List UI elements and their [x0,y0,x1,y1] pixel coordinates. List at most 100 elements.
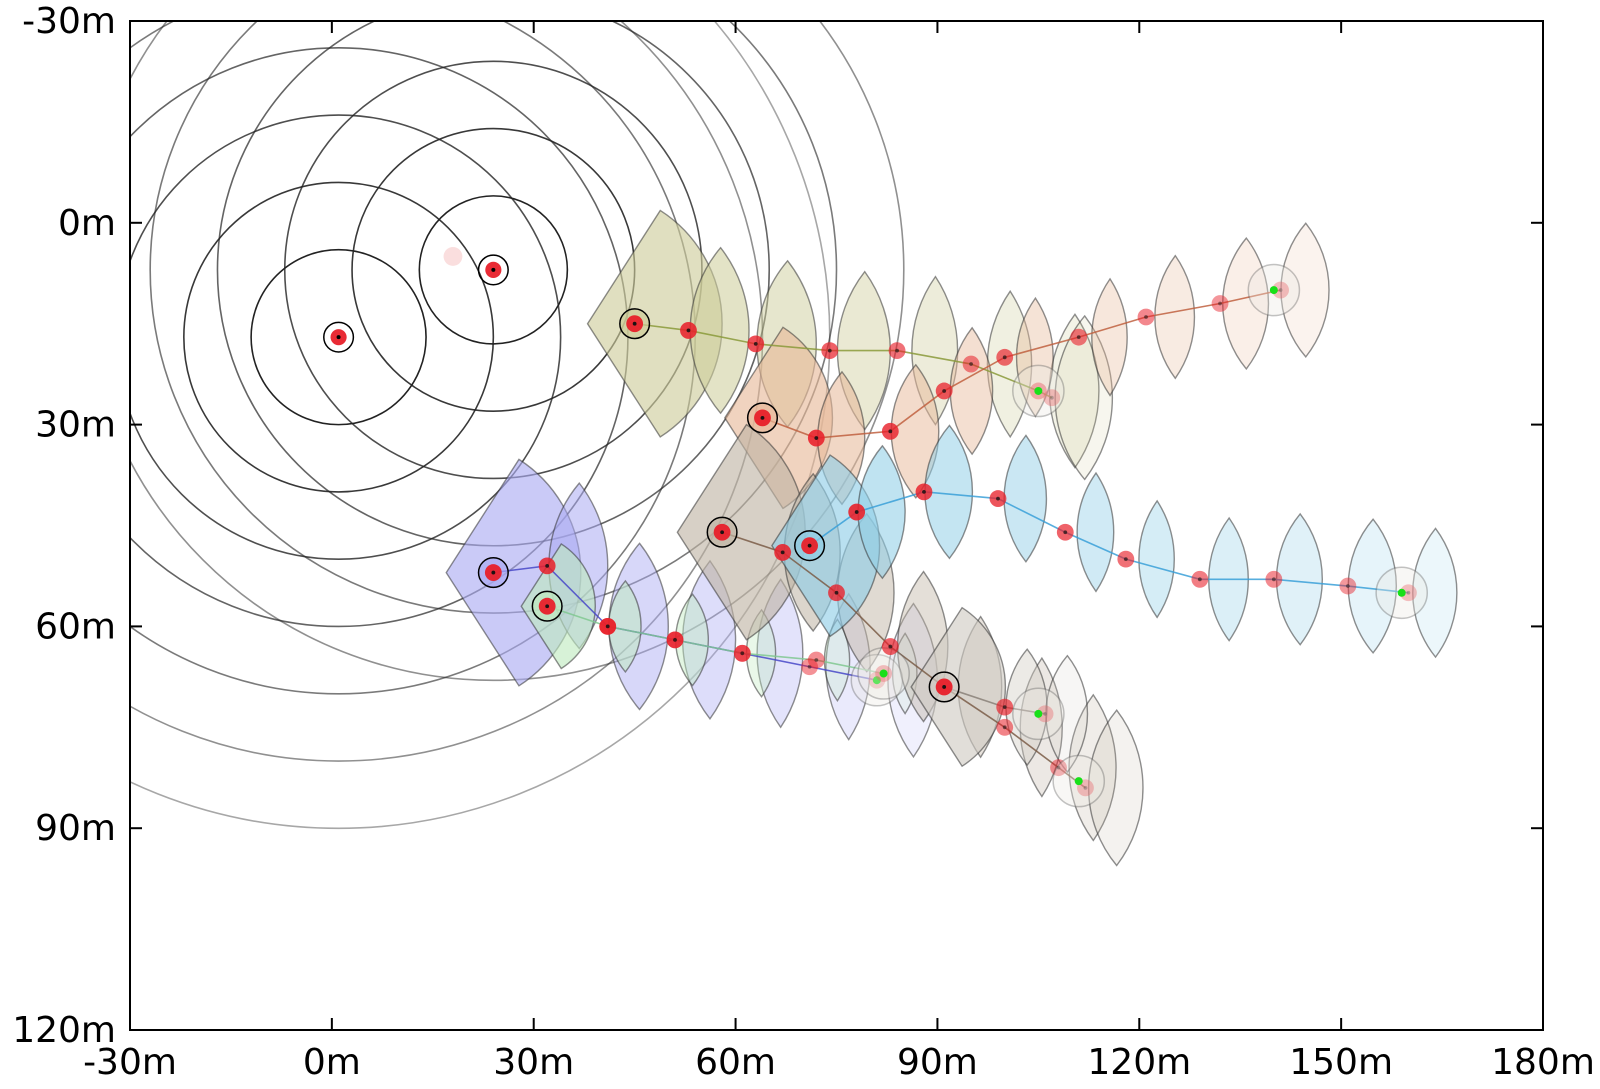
detection-center [686,328,691,333]
track-mint [546,605,884,675]
detection-center [1197,577,1202,582]
detection-center [942,389,947,393]
detection-center [996,496,1000,501]
detection-center [922,489,926,494]
sector-mint [608,579,642,674]
sector-cyan [1003,434,1048,563]
y-tick-label: 0m [58,203,116,244]
detection-point [1043,389,1061,407]
y-tick-label: -30m [22,1,116,42]
detection-center [814,436,819,440]
x-tick-label: 0m [303,1042,361,1083]
detection-center [491,570,496,575]
x-tick-label: 30m [493,1042,574,1083]
end-estimate-point [872,676,881,685]
detection-center [1083,785,1088,790]
detection-center [720,530,725,535]
detection-center [1144,315,1148,319]
range-ring [130,21,905,682]
station-ring [477,254,509,286]
detection-point [1272,281,1289,299]
sector-gray [1045,654,1089,774]
detection-center [969,362,973,366]
x-tick-label: 60m [695,1042,776,1083]
detection-center [854,510,859,514]
sector-cyan [1412,527,1458,659]
station-center [336,335,341,340]
track-taupe [721,531,1086,789]
plot-frame [129,20,1544,1031]
detection-center [807,543,812,548]
detection-center [888,429,893,434]
detection-center [673,637,677,642]
detection-center [1002,355,1007,360]
end-estimate-point [1397,588,1406,597]
detection-center [1271,577,1276,582]
sector-mint [675,593,710,687]
sector-salmon [1154,254,1196,380]
detection-center [605,624,610,629]
markers [323,247,1429,808]
end-estimate-point [1074,777,1083,786]
sector-taupe [1068,693,1117,842]
end-estimate-point [1269,286,1278,295]
detection-center [545,604,550,609]
detection-point [1211,295,1229,312]
detection-center [1345,584,1350,588]
detection-center [888,644,893,649]
sector-cyan [1275,512,1323,646]
detection-center [753,341,758,346]
sector-mint [823,618,851,702]
detection-center [780,550,785,555]
detection-center [1218,301,1222,306]
station-center [491,267,496,272]
sector-cyan [1138,499,1175,619]
detection-center [1278,288,1283,292]
detection-center [1043,711,1047,716]
detection-point [1050,759,1067,777]
detection-center [1063,530,1068,535]
sector-cyan [857,444,906,580]
sector-cyan [924,424,974,560]
track-cyan [809,491,1409,594]
track-olive [634,322,1053,399]
sector-taupe [1088,709,1144,867]
end-estimate-point [879,669,888,678]
x-tick-label: 90m [897,1042,978,1083]
sector-salmon [1222,236,1270,371]
x-tick-label: 120m [1087,1042,1191,1083]
detection-center [942,685,947,689]
detection-center [760,415,765,420]
detection-center [827,348,832,353]
detection-center [740,651,745,656]
detection-center [1076,335,1081,340]
range-ring [183,181,495,493]
x-tick-label: -30m [83,1042,177,1083]
end-estimate-point [1034,709,1043,718]
detection-center [1002,725,1007,730]
detection-center [1123,557,1128,562]
y-tick-label: 120m [12,1010,116,1051]
sector-salmon [949,326,994,456]
detection-center [1056,765,1061,770]
detection-point [1036,705,1054,723]
sector-salmon [1280,222,1330,358]
sector-salmon [890,363,940,499]
detection-point [1339,577,1357,595]
detection-center [1406,590,1411,595]
detection-center [545,563,550,568]
sector-salmon [1015,296,1054,418]
axes: -30m 0m 30m 60m 90m 120m 150m 180m -30m 0m 30m 60m 9… [12,1,1595,1083]
detection-center [834,590,839,595]
x-tick-label: 180m [1491,1042,1595,1083]
detection-center [814,658,819,662]
range-ring [130,114,562,560]
sector-cyan [1347,518,1397,654]
y-tick-label: 30m [35,405,116,446]
sector-olive [1054,314,1113,481]
station-ring [323,321,355,353]
sector-cyan [1076,471,1115,593]
y-tick-label: 90m [35,808,116,849]
range-ring [130,21,764,762]
